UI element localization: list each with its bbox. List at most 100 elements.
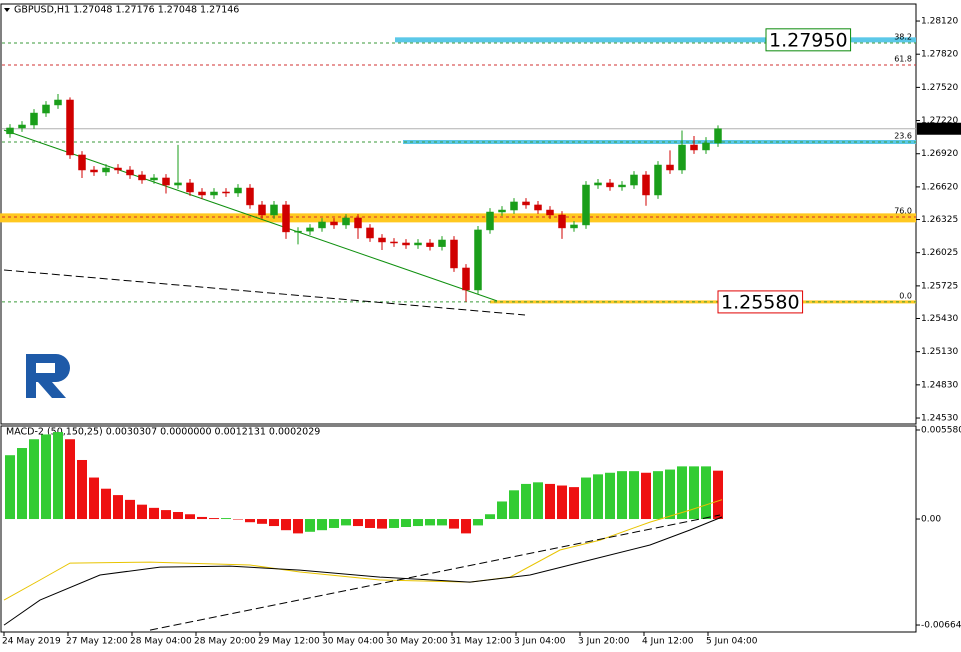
zone-label-box: [717, 290, 804, 314]
histogram-bar: [581, 477, 591, 520]
histogram-bar: [29, 439, 39, 520]
zone-label: 1.25580: [717, 290, 804, 314]
candle-body: [522, 201, 530, 206]
histogram-bar: [161, 510, 171, 520]
x-tick-label: 27 May 12:00: [66, 637, 128, 647]
candle-body: [354, 217, 362, 229]
y-tick-label: -0.006643: [921, 621, 961, 631]
histogram-bar: [521, 483, 531, 520]
zone-label-text: 1.25580: [721, 291, 800, 313]
x-tick-label: 30 May 04:00: [322, 637, 384, 647]
zone-band: [490, 300, 916, 304]
candle-body: [366, 227, 374, 239]
histogram-bar: [281, 519, 291, 531]
menu-arrow: [4, 8, 10, 12]
histogram-bar: [269, 519, 279, 527]
histogram-bar: [713, 470, 723, 520]
y-tick-label: 1.25430: [921, 314, 958, 324]
chart-title: GBPUSD,H1 1.27048 1.27176 1.27048 1.2714…: [14, 5, 239, 16]
histogram-bar: [113, 495, 123, 520]
histogram-bar: [593, 474, 603, 520]
zone-band: [0, 213, 916, 223]
x-tick-label: 28 May 04:00: [130, 637, 192, 647]
zone-band: [403, 140, 916, 145]
candle-body: [558, 214, 566, 229]
histogram-bar: [641, 472, 651, 520]
histogram-bar: [221, 518, 231, 520]
histogram-bar: [245, 519, 255, 523]
histogram-bar: [677, 466, 687, 520]
x-tick-label: 30 May 20:00: [386, 637, 448, 647]
candle-body: [42, 104, 50, 114]
candle-body: [66, 99, 74, 156]
histogram-bar: [689, 466, 699, 520]
trendline: [3, 129, 498, 302]
histogram-bar: [569, 487, 579, 520]
histogram-bar: [101, 488, 111, 520]
candle-body: [402, 242, 410, 246]
candle-body: [486, 211, 494, 231]
histogram-bar: [389, 519, 399, 528]
candle-body: [210, 191, 218, 196]
fib-label: 23.6: [894, 132, 912, 141]
histogram-bar: [329, 519, 339, 528]
y-tick-label: 1.27820: [921, 50, 958, 60]
fib-label: 0.0: [899, 291, 912, 300]
candle-body: [30, 112, 38, 126]
histogram-bar: [293, 519, 303, 534]
candle-body: [702, 142, 710, 151]
y-tick-label: 1.25130: [921, 347, 958, 357]
candle-body: [546, 209, 554, 216]
candle-body: [54, 99, 62, 106]
x-tick-label: 3 Jun 04:00: [514, 637, 566, 647]
candle-body: [294, 230, 302, 233]
y-tick-label: 1.25725: [921, 281, 958, 291]
x-tick-label: 4 Jun 12:00: [642, 637, 694, 647]
candle-body: [78, 154, 86, 171]
histogram-bar: [557, 485, 567, 520]
histogram-bar: [257, 519, 267, 524]
zone-label-text: 1.27950: [769, 29, 848, 51]
macd-title: MACD-2 (50,150,25) 0.0030307 0.0000000 0…: [6, 427, 320, 438]
candle-body: [690, 144, 698, 151]
histogram-bar: [89, 477, 99, 520]
histogram-bar: [41, 434, 51, 520]
fib-label: 38.2: [894, 33, 912, 42]
y-tick-label: 1.24530: [921, 414, 958, 424]
histogram-bar: [473, 519, 483, 526]
candle-body: [570, 224, 578, 229]
candle-body: [474, 229, 482, 291]
x-tick-label: 3 Jun 20:00: [578, 637, 630, 647]
histogram-bar: [653, 471, 663, 520]
candle-body: [90, 169, 98, 173]
histogram-bar: [185, 514, 195, 520]
histogram-bar: [149, 507, 159, 520]
histogram-bar: [665, 469, 675, 520]
zone-label-box: [765, 28, 852, 52]
candle-body: [630, 174, 638, 186]
candle-body: [414, 242, 422, 246]
histogram-bar: [485, 514, 495, 520]
candle-body: [234, 187, 242, 194]
zone-band: [395, 37, 916, 43]
y-tick-label: 1.26620: [921, 182, 958, 192]
histogram-bar: [77, 459, 87, 520]
histogram-bar: [605, 472, 615, 520]
macd-line: [149, 514, 721, 631]
candle-body: [666, 164, 674, 171]
current-price-box: [917, 122, 961, 135]
histogram-bar: [137, 504, 147, 520]
candle-body: [714, 128, 722, 144]
candle-body: [186, 182, 194, 193]
macd-frame: [0, 425, 917, 633]
histogram-bar: [545, 483, 555, 520]
histogram-bar: [353, 519, 363, 527]
candle-body: [102, 167, 110, 173]
current-price-label: 1.27146: [921, 124, 958, 134]
candle-body: [246, 187, 254, 206]
candle-body: [510, 201, 518, 211]
histogram-bar: [497, 501, 507, 520]
histogram-bar: [17, 448, 27, 520]
candle-body: [462, 267, 470, 291]
